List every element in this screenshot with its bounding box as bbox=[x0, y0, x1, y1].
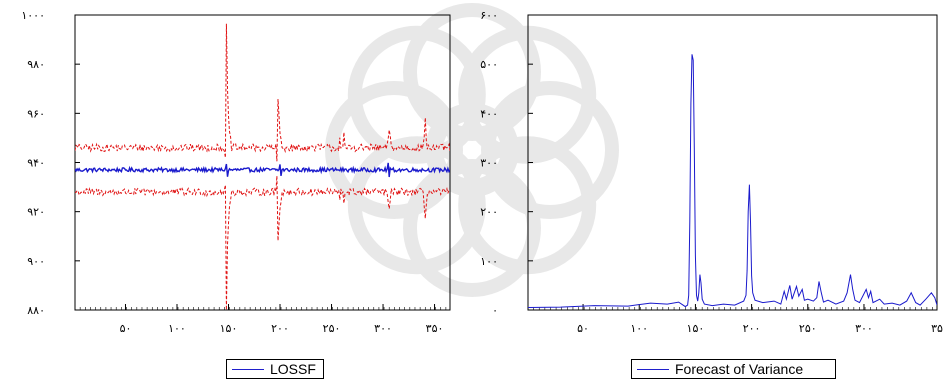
variance-x-tick-label: ۱۰۰ bbox=[630, 322, 648, 335]
lossf-x-tick-label: ۲۰۰ bbox=[271, 322, 289, 335]
forecast-variance-chart: ۰ ۱۰۰ ۲۰۰ ۳۰۰ ۴۰۰ ۵۰۰ ۶۰۰ ۵۰ ۱۰۰ ۱۵۰ ۲۰۰ ۲۵۰ ۳۰۰ ۳۵ bbox=[480, 9, 943, 335]
legend-variance-swatch bbox=[637, 368, 669, 370]
lossf-forecast-chart: ۸۸۰ ۹۰۰ ۹۲۰ ۹۴۰ ۹۶۰ ۹۸۰ ۱۰۰۰ ۵۰ ۱۰۰ ۱۵۰ ۲۰۰ ۲۵۰ ۳۰۰ ۳… bbox=[21, 9, 451, 335]
variance-y-tick-label: ۳۰۰ bbox=[480, 157, 498, 170]
variance-y-tick-label: ۲۰۰ bbox=[480, 206, 498, 219]
variance-x-tick-label: ۲۰۰ bbox=[743, 322, 761, 335]
legend-variance-label: Forecast of Variance bbox=[675, 361, 804, 377]
lossf-series-lossf bbox=[75, 162, 450, 178]
variance-series-forecast-of-variance bbox=[528, 54, 937, 308]
lossf-x-tick-label: ۳۰۰ bbox=[374, 322, 392, 335]
lossf-x-tick-label: ۱۰۰ bbox=[168, 322, 186, 335]
legend-lossf-swatch bbox=[232, 368, 264, 370]
lossf-y-tick-label: ۹۶۰ bbox=[27, 107, 45, 120]
lossf-y-tick-label: ۸۸۰ bbox=[27, 304, 45, 317]
lossf-y-tick-label: ۹۴۰ bbox=[27, 157, 45, 170]
lossf-y-tick-label: ۹۸۰ bbox=[27, 58, 45, 71]
variance-x-tick-label: ۵۰ bbox=[577, 322, 589, 335]
lossf-x-minor-ticks bbox=[74, 307, 447, 310]
variance-y-tick-label: ۱۰۰ bbox=[480, 255, 498, 268]
lossf-x-tick-label: ۳۵۰ bbox=[426, 322, 444, 335]
variance-x-tick-label: ۲۵۰ bbox=[799, 322, 817, 335]
variance-x-tick-label: ۱۵۰ bbox=[687, 322, 705, 335]
lossf-series-lower-band bbox=[75, 175, 450, 310]
variance-x-minor-ticks bbox=[527, 307, 933, 310]
variance-x-tick-label: ۳۰۰ bbox=[855, 322, 873, 335]
variance-x-tick-label: ۳۵ bbox=[931, 322, 943, 335]
variance-y-tick-label: ۴۰۰ bbox=[480, 107, 498, 120]
lossf-x-tick-label: ۵۰ bbox=[120, 322, 132, 335]
lossf-y-tick-label: ۹۲۰ bbox=[27, 206, 45, 219]
lossf-series-upper-band bbox=[75, 23, 450, 162]
variance-y-tick-label: ۰ bbox=[492, 304, 498, 317]
lossf-y-tick-label: ۱۰۰۰ bbox=[21, 9, 45, 22]
lossf-x-tick-label: ۱۵۰ bbox=[220, 322, 238, 335]
lossf-x-tick-label: ۲۵۰ bbox=[323, 322, 341, 335]
variance-y-tick-label: ۶۰۰ bbox=[480, 9, 498, 22]
legend-lossf: LOSSF bbox=[226, 359, 324, 379]
legend-variance: Forecast of Variance bbox=[631, 359, 836, 379]
lossf-plot-frame bbox=[74, 14, 451, 311]
variance-plot-frame bbox=[527, 14, 938, 311]
variance-y-tick-label: ۵۰۰ bbox=[480, 58, 498, 71]
lossf-y-tick-label: ۹۰۰ bbox=[27, 255, 45, 268]
legend-lossf-label: LOSSF bbox=[270, 361, 316, 377]
